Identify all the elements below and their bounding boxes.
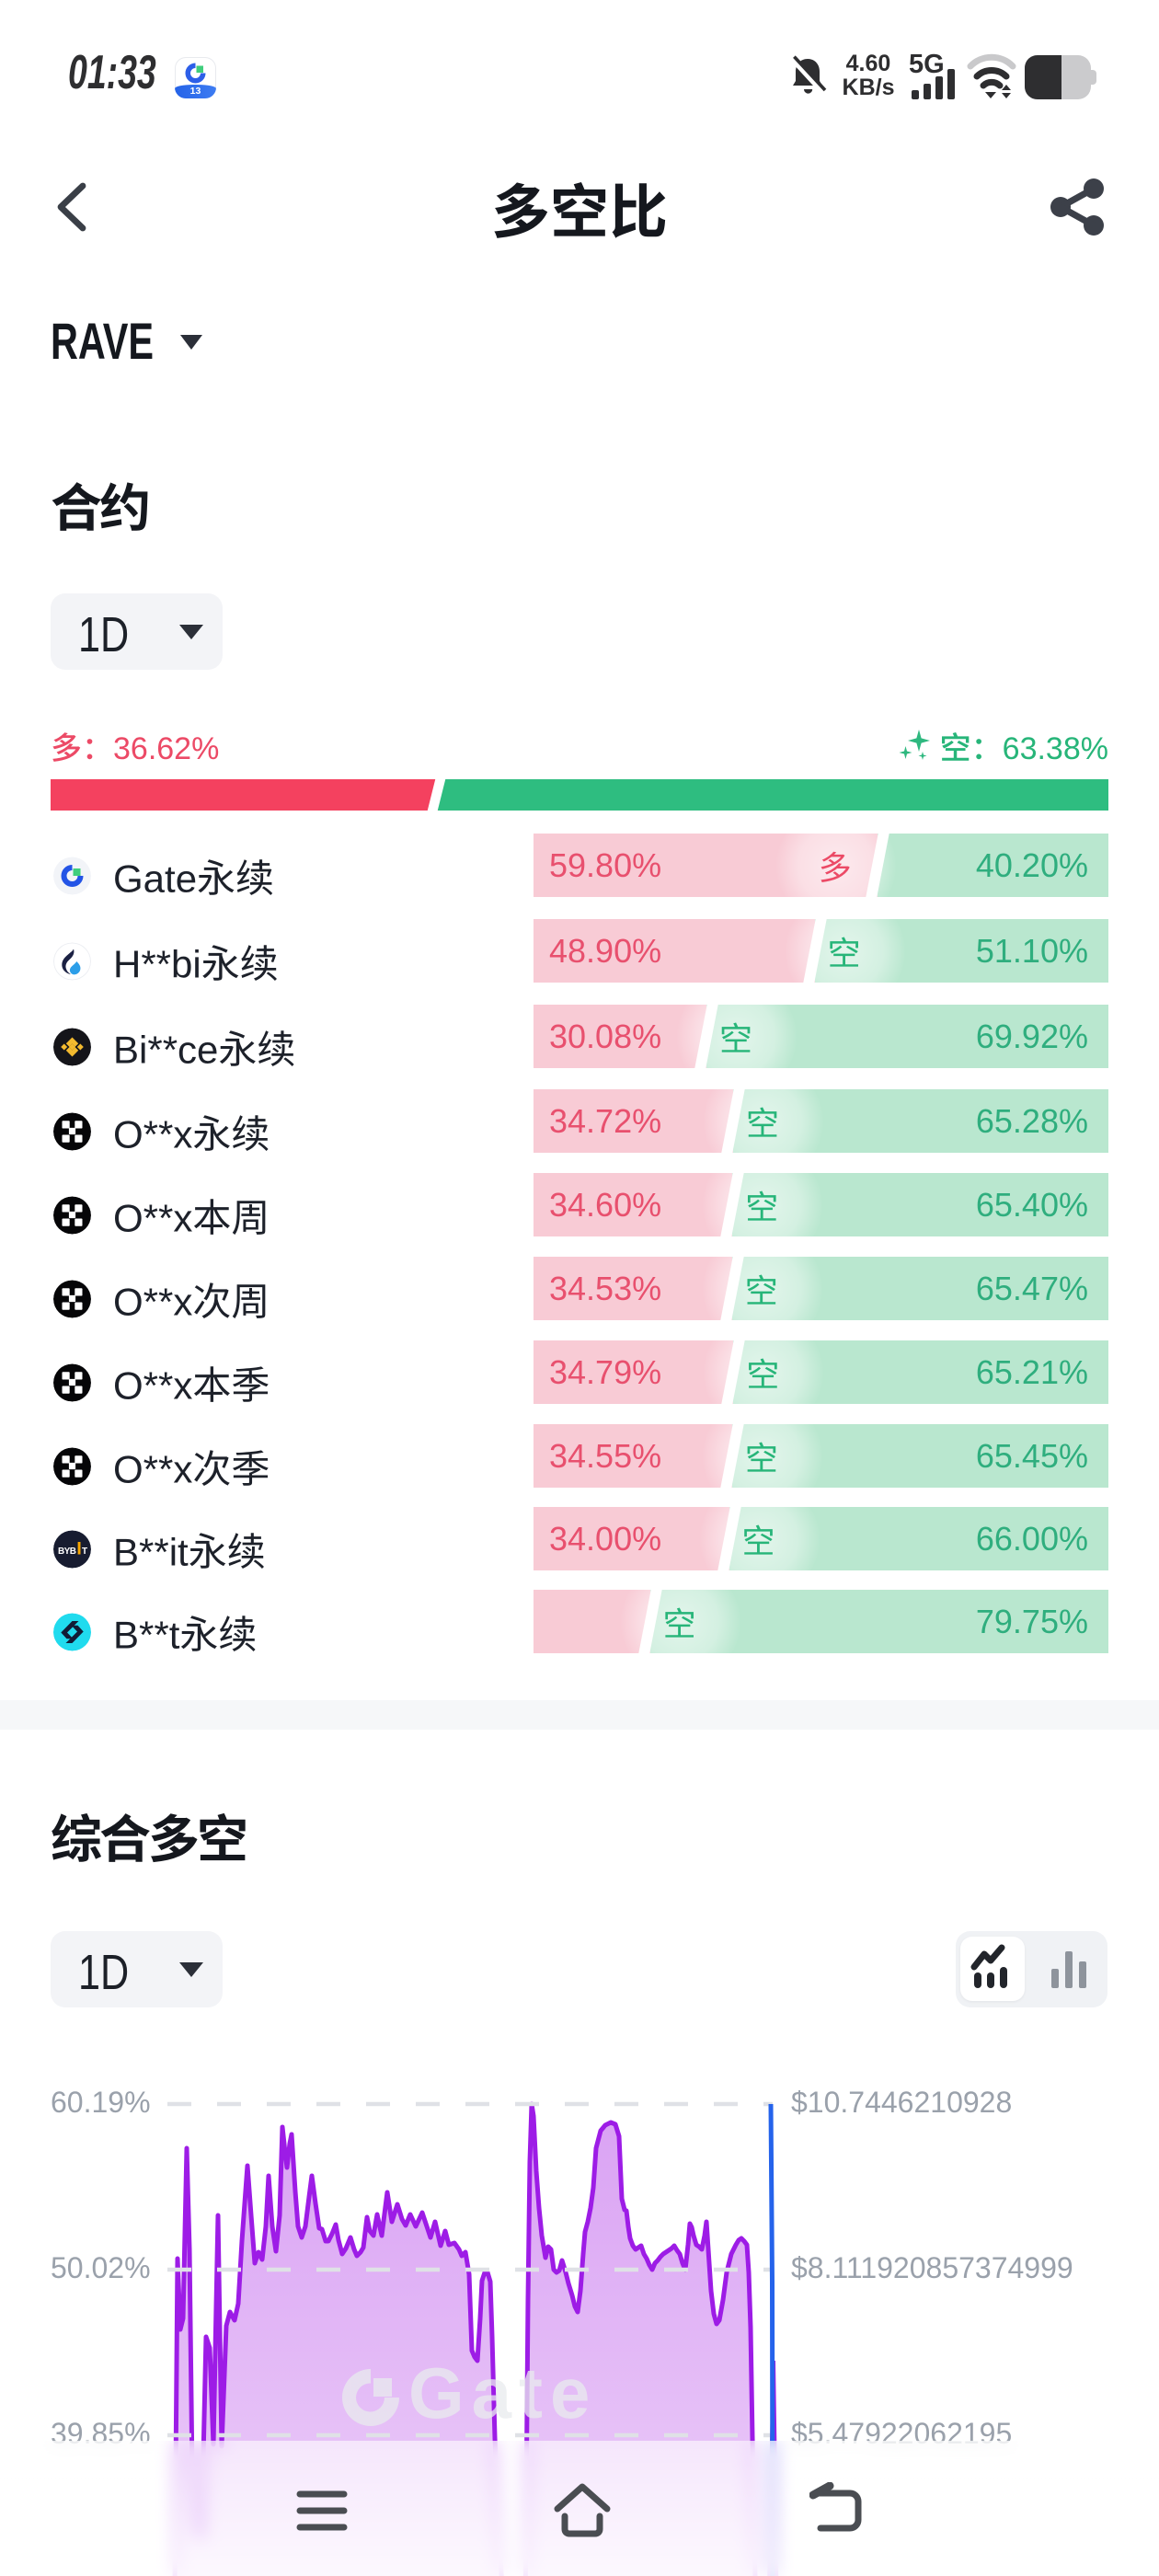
svg-text:BYB: BYB (58, 1547, 76, 1557)
svg-text:T: T (82, 1547, 87, 1557)
svg-text:Gate: Gate (408, 2352, 597, 2433)
